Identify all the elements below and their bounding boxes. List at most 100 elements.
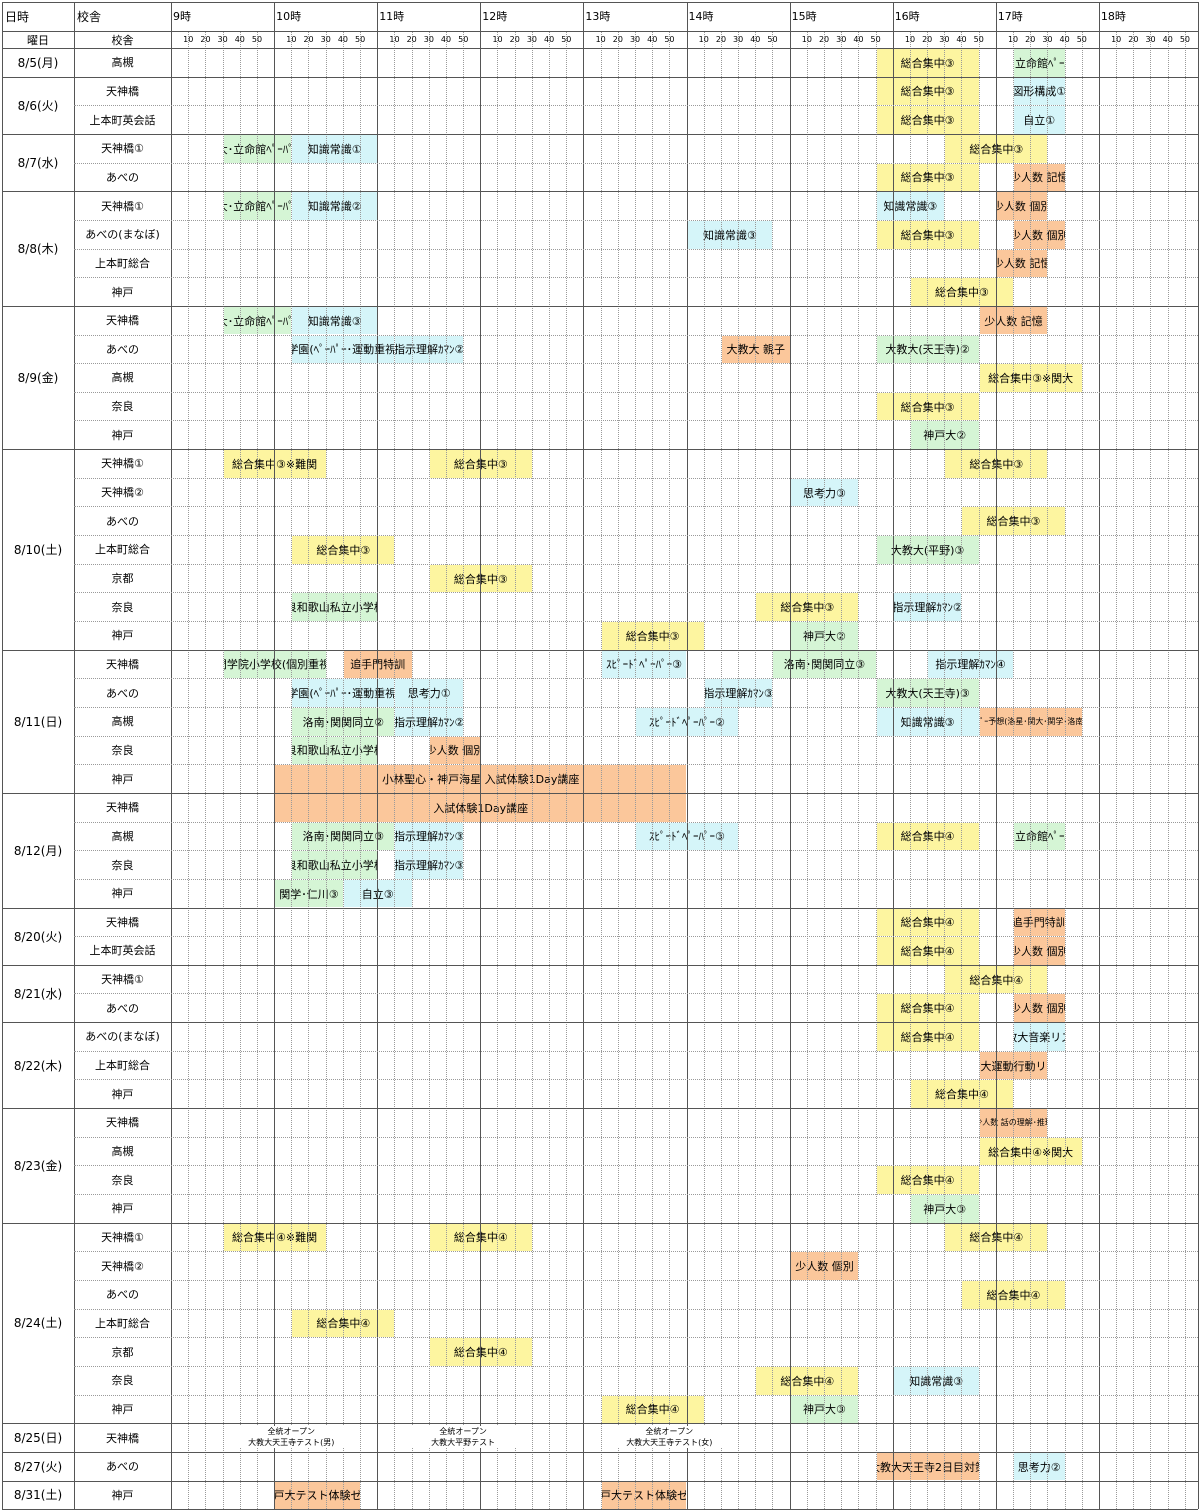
schedule-block[interactable]: 小林聖心・神戸海星 入試体験1Day講座	[275, 765, 687, 793]
schedule-block[interactable]: 神戸大テスト体験ゼミ	[275, 1481, 360, 1510]
schedule-block[interactable]: 知識常識②	[292, 192, 378, 220]
schedule-block[interactable]: 大教大(平野)③	[876, 536, 979, 564]
schedule-block[interactable]: ｽﾋﾟｰﾄﾞﾍﾟｰﾊﾟｰ③	[601, 650, 687, 679]
schedule-block[interactable]: 総合集中③	[756, 593, 859, 621]
schedule-block[interactable]: 図形構成①	[1013, 77, 1065, 106]
schedule-block[interactable]: 総合集中④	[876, 908, 979, 937]
schedule-block[interactable]: 総合集中④※難関	[223, 1223, 326, 1252]
schedule-block[interactable]: 総合集中③	[876, 77, 979, 106]
schedule-block[interactable]: 少人数 記憶	[996, 249, 1048, 278]
schedule-block[interactable]: 指示理解ｶﾏﾝ③	[395, 851, 464, 879]
schedule-block[interactable]: 総合集中④	[429, 1338, 532, 1366]
schedule-block[interactable]: 指示理解ｶﾏﾝ③	[704, 679, 773, 707]
schedule-block[interactable]: 総合集中④	[962, 1280, 1065, 1309]
schedule-block[interactable]: 指示理解ｶﾏﾝ④	[928, 650, 1013, 679]
schedule-block[interactable]: 入試体験1Day講座	[275, 793, 687, 822]
schedule-block[interactable]: 総合集中④※関大	[979, 1137, 1082, 1166]
schedule-block[interactable]: 少人数 記憶	[1013, 163, 1065, 192]
schedule-block[interactable]: 総合集中③※関大	[979, 364, 1082, 392]
schedule-block[interactable]: 少人数 個別	[1013, 220, 1065, 249]
schedule-block[interactable]: 神戸大②	[790, 622, 859, 650]
schedule-block[interactable]: 少人数 記憶	[979, 306, 1048, 335]
schedule-block[interactable]: 少人数 個別	[1013, 994, 1065, 1023]
schedule-block[interactable]: 神戸大テスト体験ゼミ	[601, 1481, 687, 1510]
schedule-block[interactable]: 知識常識③	[876, 707, 979, 736]
schedule-block[interactable]: 関大･立命館ﾍﾟｰﾊﾟｰ②	[223, 192, 292, 220]
schedule-block[interactable]: 神戸大③	[910, 1195, 979, 1223]
schedule-block[interactable]: 洛南･関関同立③	[773, 650, 876, 679]
schedule-block[interactable]: 指示理解ｶﾏﾝ②	[395, 707, 464, 736]
schedule-block[interactable]: 総合集中③	[945, 450, 1048, 478]
schedule-block[interactable]: 総合集中④	[876, 937, 979, 965]
schedule-block[interactable]: 総合集中③	[910, 278, 1013, 306]
schedule-block[interactable]: 思考力③	[790, 478, 859, 507]
schedule-block[interactable]: 指示理解ｶﾏﾝ③	[395, 822, 464, 851]
schedule-block[interactable]: 少人数 個別	[996, 192, 1048, 220]
schedule-block[interactable]: 総合集中④	[429, 1223, 532, 1252]
schedule-block[interactable]: 城星学園(ﾍﾟｰﾊﾟｰ･運動重視校)③	[292, 679, 395, 707]
schedule-block[interactable]: 知識常識③	[292, 306, 378, 335]
schedule-block[interactable]: 総合集中④	[601, 1395, 704, 1424]
schedule-block[interactable]: 自立③	[343, 879, 412, 908]
schedule-block[interactable]: 奈良和歌山私立小学校②	[292, 736, 378, 765]
schedule-block[interactable]: 総合集中③	[876, 220, 979, 249]
schedule-block[interactable]: 大教大 親子	[721, 335, 790, 364]
schedule-block[interactable]: 奈良和歌山私立小学校①	[292, 593, 378, 621]
schedule-block[interactable]: 総合集中③※難関	[223, 450, 326, 478]
schedule-block[interactable]: 総合集中④	[945, 965, 1048, 994]
schedule-block[interactable]: 関大･立命館ﾍﾟｰﾊﾟｰ②	[1013, 49, 1065, 77]
schedule-block[interactable]: 思考力②	[1013, 1452, 1065, 1481]
schedule-block[interactable]: 総合集中③	[876, 392, 979, 421]
schedule-block[interactable]: 総合集中④	[945, 1223, 1048, 1252]
schedule-block[interactable]: 関大･立命館ﾍﾟｰﾊﾟｰ③	[1013, 822, 1065, 851]
schedule-block[interactable]: 少人数 個別	[790, 1252, 859, 1280]
schedule-block[interactable]: 洛南･関関同立②	[292, 707, 395, 736]
schedule-block[interactable]: 思考力①	[395, 679, 464, 707]
schedule-block[interactable]: 総合集中③	[601, 622, 704, 650]
schedule-block[interactable]: ｽﾋﾟｰﾄﾞﾍﾟｰﾊﾟｰ②	[635, 707, 739, 736]
schedule-block[interactable]: 神戸大②	[910, 421, 979, 450]
schedule-block[interactable]: 総合集中④	[876, 994, 979, 1023]
schedule-block[interactable]: 総合集中④	[876, 822, 979, 851]
schedule-block[interactable]: 総合集中④	[876, 1023, 979, 1051]
schedule-block[interactable]: 神戸大③	[790, 1395, 859, 1424]
schedule-block[interactable]: 知識常識③	[876, 192, 945, 220]
schedule-block[interactable]: 関大･立命館ﾍﾟｰﾊﾟｰ①	[223, 134, 292, 163]
schedule-block[interactable]: 総合集中④	[876, 1166, 979, 1194]
schedule-block[interactable]: 城星学園(ﾍﾟｰﾊﾟｰ･運動重視校)②	[292, 335, 395, 364]
schedule-block[interactable]: 追手門学院小学校(個別重視校)③	[223, 650, 326, 679]
schedule-block[interactable]: 総合集中③	[962, 507, 1065, 536]
schedule-block[interactable]: 総合集中③	[876, 49, 979, 77]
schedule-block[interactable]: 大教大天王寺2日目対策	[876, 1452, 979, 1481]
schedule-block[interactable]: 大教大(天王寺)③	[876, 679, 979, 707]
schedule-block[interactable]: 自立①	[1013, 106, 1065, 134]
schedule-block[interactable]: 総合集中③	[876, 163, 979, 192]
schedule-block[interactable]: ﾍﾟｰﾊﾟｰ予想(洛星･関大･関学･洛南,他)	[979, 707, 1082, 736]
schedule-block[interactable]: 少人数 個別	[1013, 937, 1065, 965]
schedule-block[interactable]: 総合集中④	[910, 1080, 1013, 1109]
schedule-block[interactable]: 洛南･関関同立③	[292, 822, 395, 851]
schedule-block[interactable]: 追手門特訓	[1013, 908, 1065, 937]
schedule-block[interactable]: 総合集中④	[292, 1309, 395, 1338]
schedule-block[interactable]: ｽﾋﾟｰﾄﾞﾍﾟｰﾊﾟｰ③	[635, 822, 739, 851]
schedule-block[interactable]: 少人数 話の理解･推理	[979, 1109, 1048, 1137]
schedule-block[interactable]: 大教大(天王寺)②	[876, 335, 979, 364]
schedule-block[interactable]: 奈良和歌山私立小学校③	[292, 851, 378, 879]
schedule-block[interactable]: 知識常識①	[292, 134, 378, 163]
schedule-block[interactable]: 総合集中③	[429, 450, 532, 478]
schedule-block[interactable]: 指示理解ｶﾏﾝ②	[893, 593, 962, 621]
schedule-block[interactable]: 関大･立命館ﾍﾟｰﾊﾟｰ③	[223, 306, 292, 335]
schedule-block[interactable]: 知識常識③	[687, 220, 773, 249]
schedule-block[interactable]: 関学･仁川③	[275, 879, 343, 908]
schedule-block[interactable]: 総合集中③	[945, 134, 1048, 163]
schedule-block[interactable]: 大教大運動行動リズム	[979, 1051, 1048, 1080]
schedule-block[interactable]: 総合集中④	[756, 1366, 859, 1395]
schedule-block[interactable]: 総合集中③	[292, 536, 395, 564]
schedule-block[interactable]: 大教大音楽リズム	[1013, 1023, 1065, 1051]
schedule-block[interactable]: 指示理解ｶﾏﾝ②	[395, 335, 464, 364]
schedule-block[interactable]: 総合集中③	[429, 564, 532, 593]
schedule-block[interactable]: 追手門特訓	[343, 650, 412, 679]
schedule-block[interactable]: 知識常識③	[893, 1366, 979, 1395]
schedule-block[interactable]: 総合集中③	[876, 106, 979, 134]
schedule-block[interactable]: 少人数 個別	[429, 736, 481, 765]
